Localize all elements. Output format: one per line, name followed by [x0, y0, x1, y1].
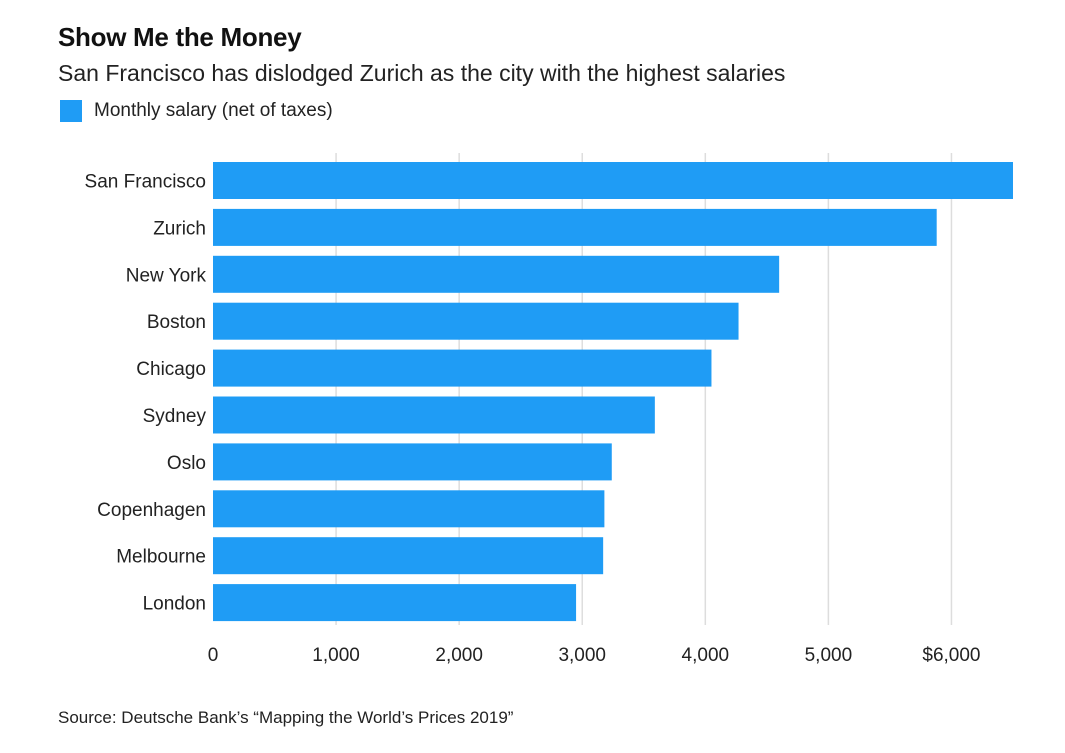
chart-title: Show Me the Money: [58, 22, 302, 52]
bar: [213, 255, 780, 293]
x-tick-label: 4,000: [682, 645, 730, 666]
x-tick-label: 5,000: [805, 645, 853, 666]
bar: [213, 443, 612, 481]
x-tick-label: 1,000: [312, 645, 360, 666]
bar: [213, 584, 577, 622]
category-label: Melbourne: [116, 547, 206, 568]
legend-label: Monthly salary (net of taxes): [94, 100, 333, 121]
x-tick-label: 3,000: [558, 645, 606, 666]
category-label: San Francisco: [85, 172, 206, 193]
category-label: Zurich: [153, 218, 206, 239]
bar: [213, 537, 604, 575]
category-label: Chicago: [136, 359, 206, 380]
bar: [213, 302, 739, 340]
category-label: Boston: [147, 312, 206, 333]
bar: [213, 396, 655, 434]
category-label: Copenhagen: [97, 500, 206, 521]
source-note: Source: Deutsche Bank’s “Mapping the Wor…: [58, 708, 514, 727]
x-tick-label: $6,000: [922, 645, 980, 666]
legend: Monthly salary (net of taxes): [60, 100, 333, 122]
x-tick-labels: 0 1,000 2,000 3,000 4,000 5,000 $6,000: [208, 645, 981, 666]
chart-subtitle: San Francisco has dislodged Zurich as th…: [58, 60, 786, 86]
category-label: London: [143, 594, 206, 615]
bars: [213, 162, 1013, 622]
bar: [213, 208, 937, 246]
x-tick-label: 2,000: [435, 645, 483, 666]
bar: [213, 349, 712, 387]
category-label: Sydney: [143, 406, 207, 427]
legend-swatch: [60, 100, 82, 122]
bar: [213, 490, 605, 528]
category-label: New York: [126, 265, 207, 286]
category-label: Oslo: [167, 453, 206, 474]
x-tick-label: 0: [208, 645, 219, 666]
bar: [213, 162, 1013, 199]
category-labels: San Francisco Zurich New York Boston Chicago…: [85, 172, 207, 615]
